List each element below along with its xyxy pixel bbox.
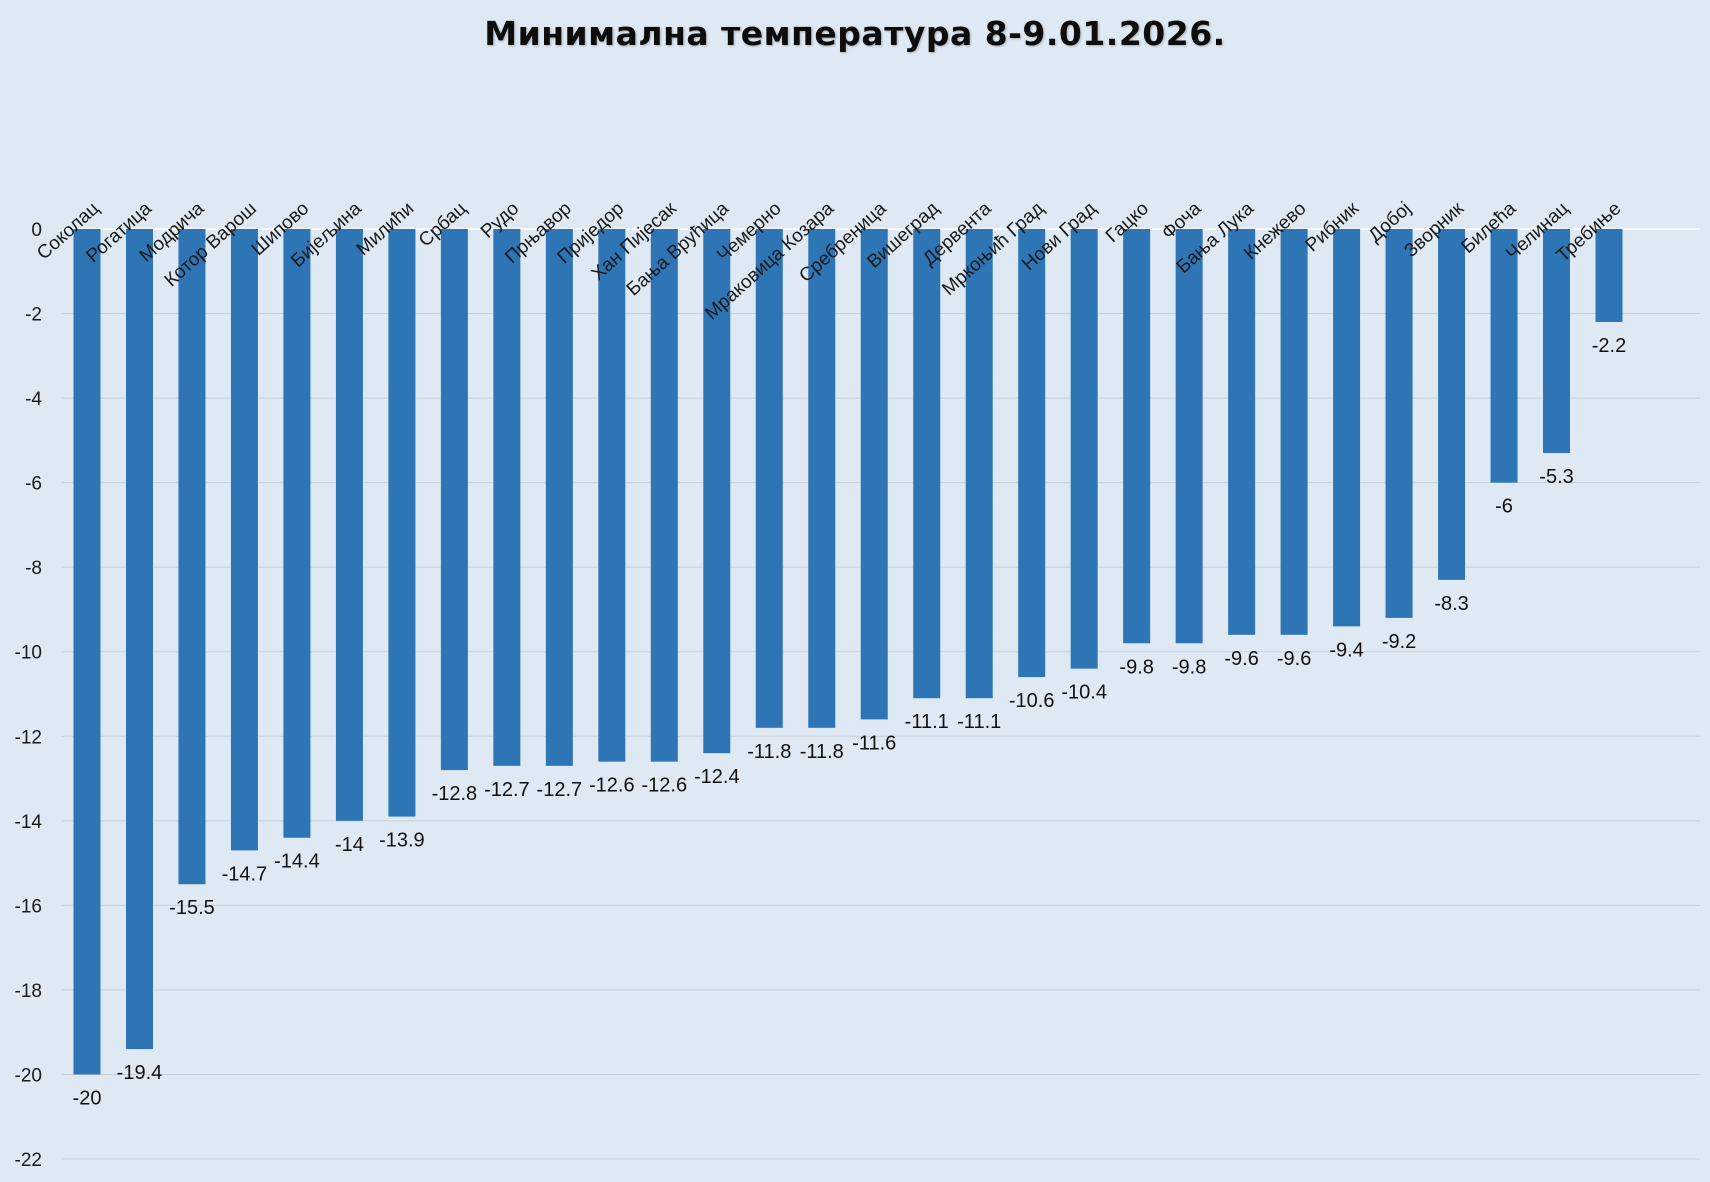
y-tick-label: -4 [25,389,42,410]
data-label: -10.4 [1061,682,1107,704]
y-tick-label: -22 [15,1150,42,1171]
bar [965,229,993,699]
data-label: -5.3 [1539,466,1573,488]
bar [1018,229,1046,678]
bar [230,229,258,851]
bar [1123,229,1151,644]
chart-title: Минимална температура 8-9.01.2026. [484,14,1226,53]
bar [1595,229,1623,322]
bar [755,229,783,728]
data-label: -2.2 [1592,335,1626,357]
bar [1280,229,1308,635]
bar [1438,229,1466,580]
bar [1385,229,1413,618]
data-label: -12.7 [537,779,583,801]
y-tick-label: -18 [15,981,42,1002]
data-label: -12.7 [484,779,530,801]
y-tick-label: -8 [25,558,42,579]
data-label: -11.8 [747,741,791,763]
data-label: -12.8 [432,783,478,805]
bar [913,229,941,699]
bar [650,229,678,762]
bar [1228,229,1256,635]
data-labels: -20 -19.4 -15.5 -14.7 -14.4 -14 -13.9 -12.8 -12.… [73,335,1627,1109]
data-label: -9.6 [1224,648,1258,670]
data-label: -12.4 [694,766,740,788]
bar [598,229,626,762]
bar [545,229,573,766]
bar [125,229,153,1050]
data-label: -6 [1495,496,1513,518]
data-label: -12.6 [589,775,635,797]
bar [1333,229,1361,627]
data-label: -9.8 [1119,656,1153,678]
bar [860,229,888,720]
y-tick-label: -10 [15,643,42,664]
y-tick-label: -16 [15,896,42,917]
bar [703,229,731,754]
bar [283,229,311,838]
data-label: -11.1 [957,711,1001,733]
y-tick-label: -2 [25,305,42,326]
data-label: -20 [73,1087,102,1109]
data-label: -8.3 [1434,593,1468,615]
bar [388,229,416,817]
y-axis-ticks: 0 -2 -4 -6 -8 -10 -12 -14 -16 -18 -20 -22 [15,220,43,1171]
y-tick-label: -6 [25,474,42,495]
data-label: -14.7 [222,863,268,885]
data-label: -9.6 [1277,648,1311,670]
data-label: -9.4 [1329,639,1363,661]
data-label: -10.6 [1009,690,1055,712]
data-label: -14.4 [274,851,320,873]
data-label: -14 [335,834,364,856]
data-label: -9.2 [1382,631,1416,653]
bar [1175,229,1203,644]
bar [178,229,206,885]
bar [1070,229,1098,669]
bar [1543,229,1571,454]
bar [440,229,468,771]
bar [1490,229,1518,483]
data-label: -13.9 [379,830,425,852]
data-label: -11.1 [905,711,949,733]
bar [493,229,521,766]
y-tick-label: -12 [15,727,42,748]
bar [73,229,101,1075]
data-label: -11.6 [852,732,896,754]
bars [73,229,1623,1075]
data-label: -9.8 [1172,656,1206,678]
data-label: -12.6 [642,775,688,797]
bar [808,229,836,728]
data-label: -11.8 [800,741,844,763]
bar [335,229,363,821]
y-tick-label: 0 [31,220,42,241]
y-tick-label: -20 [15,1065,42,1086]
data-label: -15.5 [169,897,215,919]
y-tick-label: -14 [15,812,43,833]
data-label: -19.4 [117,1062,163,1084]
